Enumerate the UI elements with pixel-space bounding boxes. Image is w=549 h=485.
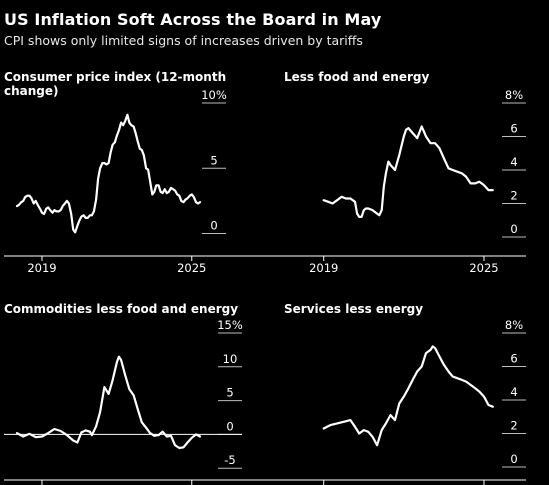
series-line <box>322 125 494 218</box>
y-tick-label: 5 <box>210 153 217 167</box>
y-tick-label: 6 <box>510 122 517 136</box>
panel-core-cpi: Less food and energy 0 2 4 6 8% 2019 2025 <box>4 70 526 275</box>
y-tick-label: 5 <box>226 386 233 400</box>
y-tick-label: 15% <box>217 318 243 332</box>
y-tick-label: 6 <box>510 352 517 366</box>
panel-title: Consumer price index (12-month <box>4 70 226 84</box>
y-tick-label: 10 <box>223 352 238 366</box>
y-tick-label: 8% <box>505 318 523 332</box>
y-tick-label: 8% <box>505 88 523 102</box>
y-tick-label: 0 <box>510 222 517 236</box>
x-tick-label: 2025 <box>177 261 206 275</box>
y-tick-label: 10% <box>201 88 227 102</box>
x-tick-label: 2019 <box>27 261 56 275</box>
y-tick-label: 0 <box>210 219 217 233</box>
y-tick-label: 0 <box>226 419 233 433</box>
panel-title: Less food and energy <box>284 70 429 84</box>
series-line <box>15 355 202 450</box>
y-tick-label: 0 <box>510 452 517 466</box>
panel-title: change) <box>4 84 59 98</box>
chart-subtitle: CPI shows only limited signs of increase… <box>4 33 363 48</box>
y-tick-label: 4 <box>510 385 517 399</box>
panel-title: Services less energy <box>284 302 423 316</box>
chart-title: US Inflation Soft Across the Board in Ma… <box>4 10 382 29</box>
panel-core-goods: Commodities less food and energy -5 0 5 10 15… <box>4 302 243 485</box>
y-tick-label: 2 <box>510 419 517 433</box>
series-line <box>15 113 202 234</box>
panel-title: Commodities less food and energy <box>4 302 238 316</box>
y-tick-label: -5 <box>224 453 235 467</box>
series-line <box>322 345 494 447</box>
y-tick-label: 2 <box>510 189 517 203</box>
y-tick-label: 4 <box>510 155 517 169</box>
x-tick-label: 2019 <box>309 261 338 275</box>
x-tick-label: 2025 <box>469 261 498 275</box>
